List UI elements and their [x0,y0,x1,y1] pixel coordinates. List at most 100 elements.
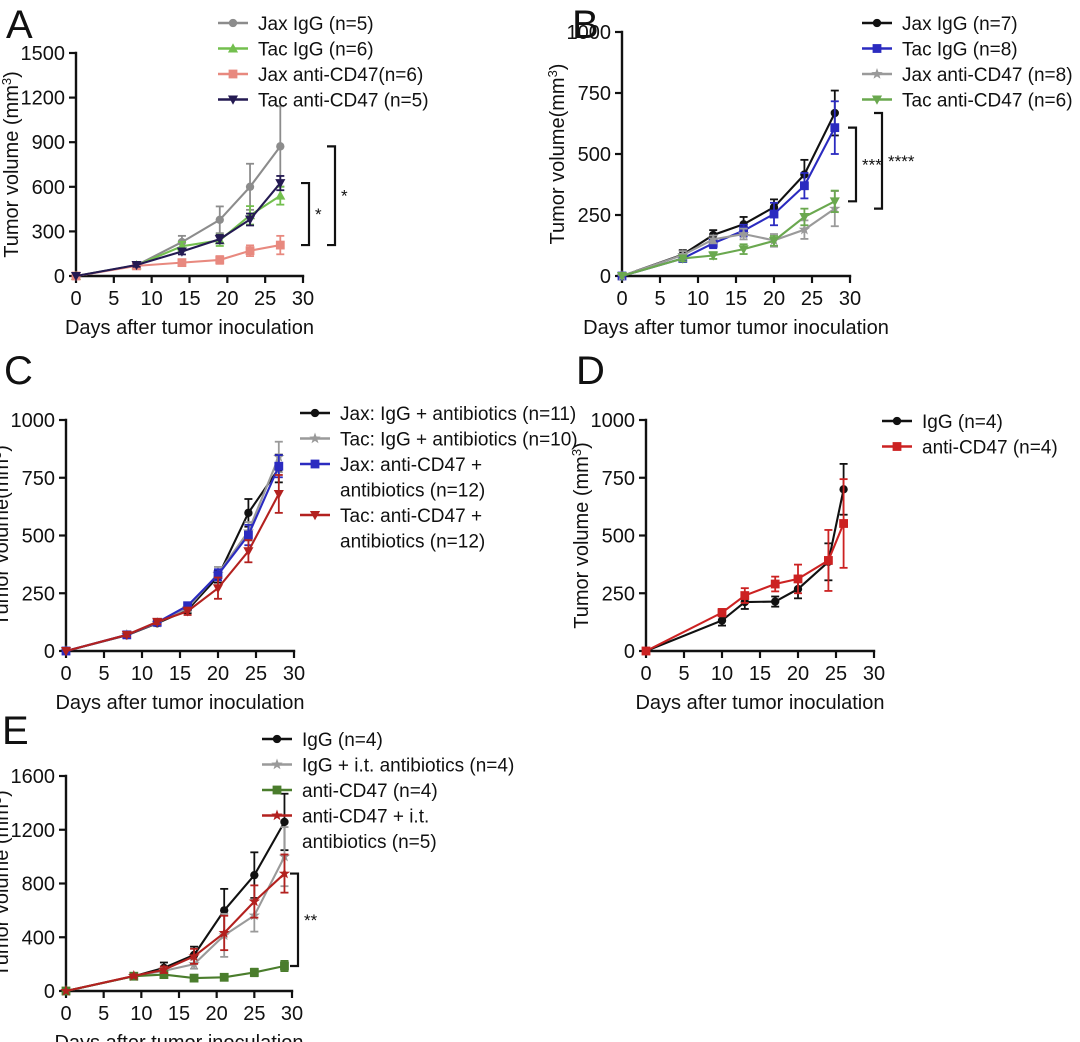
data-point-marker [717,608,727,618]
data-point-marker [129,971,139,981]
data-point-marker [641,646,651,656]
legend-entry[interactable]: IgG (n=4) [262,730,383,751]
data-point-marker [153,619,162,628]
data-point-marker [242,525,255,537]
y-tick-label: 250 [22,583,55,605]
data-point-marker [215,255,225,265]
data-point-marker [250,870,259,880]
data-point-marker [177,258,187,268]
data-point-marker [215,215,224,224]
x-tick-label: 25 [243,1003,265,1025]
axes [64,418,296,653]
data-point-marker [122,631,131,640]
data-point-marker [280,961,289,971]
series-2 [617,100,840,281]
data-point-marker [70,270,82,280]
data-point-marker [245,246,255,256]
data-point-marker [800,181,809,191]
y-tick-label: 0 [44,641,55,663]
x-axis-title: Days after tumor tumor inoculation [583,317,889,339]
data-point-marker [60,985,72,996]
data-point-marker [892,416,902,426]
data-point-marker [274,461,284,471]
legend-entry[interactable]: Tac anti-CD47 (n=6) [862,91,1073,112]
x-tick-label: 5 [654,288,665,310]
data-point-marker [228,18,238,28]
x-tick-label: 10 [141,288,163,310]
x-tick-label: 0 [616,288,627,310]
legend-entry[interactable]: Jax anti-CD47 (n=8) [862,65,1073,86]
y-tick-label: 1000 [567,22,612,44]
legend-entry[interactable]: Tac IgG (n=8) [862,40,1018,61]
data-point-marker [839,485,848,494]
data-point-marker [771,597,780,606]
legend-entry[interactable]: IgG (n=4) [882,412,1003,433]
legend-entry[interactable]: Tac IgG (n=6) [218,40,374,61]
data-point-marker [740,597,749,607]
legend-entry[interactable]: Jax IgG (n=5) [218,14,374,35]
legend-entry[interactable]: anti-CD47 (n=4) [262,781,438,802]
series-4 [616,189,840,282]
x-tick-label: 20 [207,663,229,685]
significance-label: * [315,205,322,224]
significance-bracket [301,181,311,247]
legend-label: Tac anti-CD47 (n=6) [902,91,1073,112]
data-point-marker [183,601,192,611]
legend-entry[interactable]: Jax: anti-CD47 + antibiotics (n=12) [300,455,485,502]
y-tick-label: 1200 [21,88,66,110]
y-tick-label: 750 [602,468,635,490]
data-point-marker [218,927,230,938]
data-point-marker [61,646,71,656]
y-tick-label: 500 [22,526,55,548]
data-point-marker [737,228,750,239]
legend-entry[interactable]: anti-CD47 + i.t. antibiotics (n=5) [262,807,437,854]
legend-entry[interactable]: Jax anti-CD47(n=6) [218,65,423,86]
y-tick-label: 250 [602,583,635,605]
legend-entry[interactable]: IgG + i.t. antibiotics (n=4) [262,756,514,777]
legend-entry[interactable]: Tac: anti-CD47 + antibiotics (n=12) [300,506,485,553]
data-point-marker [71,271,81,281]
legend-entry[interactable]: anti-CD47 (n=4) [882,438,1058,459]
legend-entry[interactable]: Tac anti-CD47 (n=5) [218,91,429,112]
legend-entry[interactable]: Tac: IgG + antibiotics (n=10) [300,430,578,451]
x-tick-label: 25 [254,288,276,310]
significance-bracket [874,111,884,210]
data-point-marker [829,197,840,207]
series-line [645,523,845,652]
data-point-marker [61,986,71,996]
y-tick-label: 0 [54,266,65,288]
data-point-marker [739,220,748,229]
data-point-marker [768,234,780,246]
panel-letter-d: D [576,349,605,393]
data-point-marker [213,572,223,581]
panel-letter-a: A [6,3,33,47]
y-tick-label: 300 [32,221,65,243]
legend-label: Tac IgG (n=6) [258,40,374,61]
data-point-marker [839,519,848,528]
series-line [75,182,282,278]
data-point-marker [272,785,282,795]
legend-label: Jax anti-CD47 (n=8) [902,65,1073,86]
data-point-marker [121,630,132,641]
series-4 [70,175,286,282]
y-tick-label: 800 [22,874,55,896]
x-tick-label: 15 [169,663,191,685]
series-3 [71,234,285,281]
data-point-marker [641,646,651,656]
data-point-marker [708,238,718,248]
data-point-marker [616,270,628,281]
data-point-marker [271,809,283,821]
legend-label: Jax: anti-CD47 + [340,455,482,476]
x-tick-label: 5 [98,1003,109,1025]
x-tick-label: 20 [787,663,809,685]
legend-entry[interactable]: Jax IgG (n=7) [862,14,1018,35]
legend-label: IgG + i.t. antibiotics (n=4) [302,756,514,777]
series-2 [60,826,291,996]
data-point-marker [243,547,254,557]
legend-label: antibiotics (n=12) [340,481,485,502]
data-point-marker [769,203,779,212]
series-line [65,467,280,653]
legend-entry[interactable]: Jax: IgG + antibiotics (n=11) [300,404,576,425]
data-point-marker [276,142,285,151]
